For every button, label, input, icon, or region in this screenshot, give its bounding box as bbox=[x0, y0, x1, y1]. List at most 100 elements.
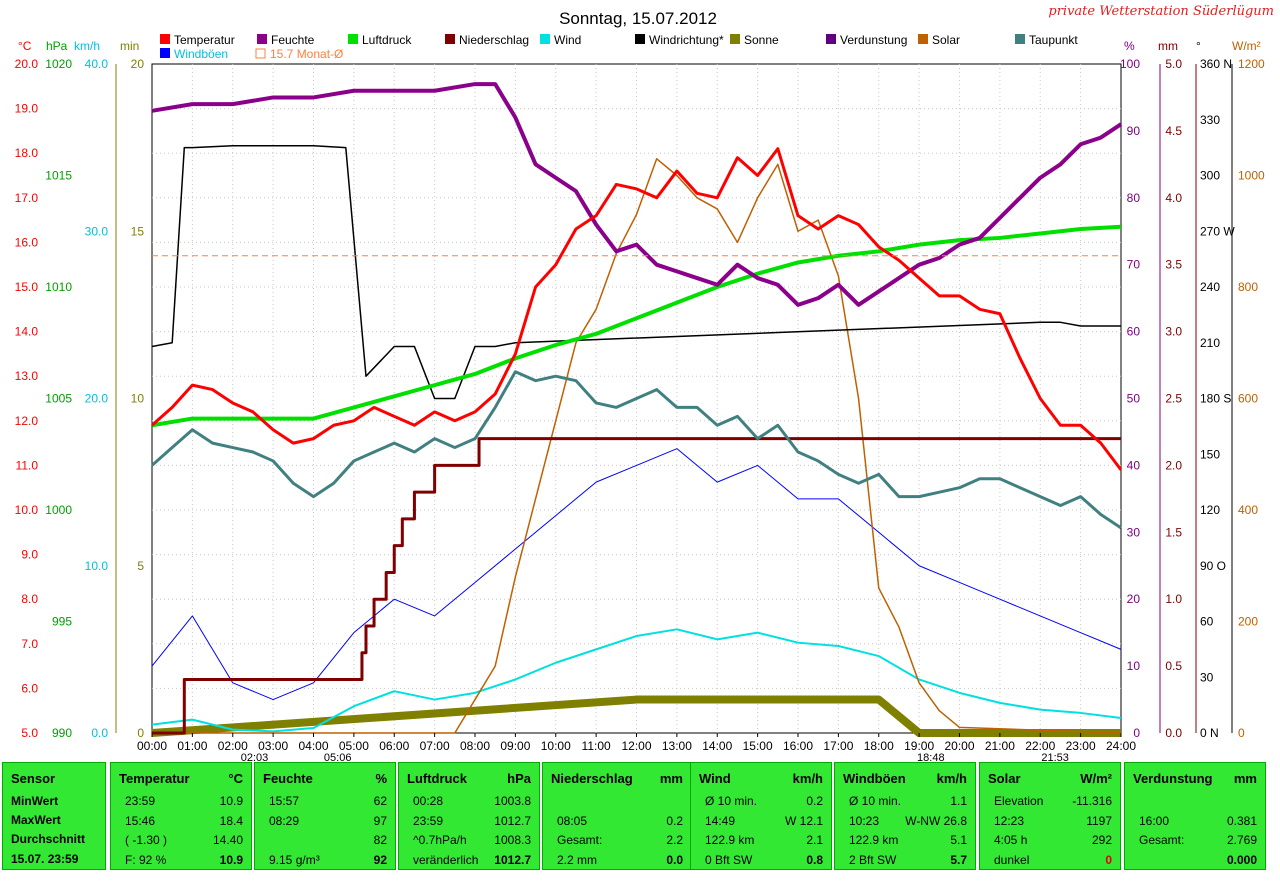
temp-row-value: 10.9 bbox=[219, 794, 243, 808]
axis-tick-hum: 80 bbox=[1127, 191, 1141, 205]
chart-title: Sonntag, 15.07.2012 bbox=[559, 9, 717, 28]
solar-row-label: 4:05 h bbox=[994, 833, 1028, 847]
wind-row-label: 122.9 km bbox=[705, 833, 755, 847]
axis-unit-dir: ° bbox=[1196, 39, 1201, 53]
axis-tick-press: 1010 bbox=[45, 280, 72, 294]
axis-tick-temp: 5.0 bbox=[21, 726, 38, 740]
temp-row-value: 10.9 bbox=[219, 852, 243, 867]
legend-label: 15.7 Monat-Ø bbox=[270, 47, 343, 61]
axis-tick-solar: 800 bbox=[1238, 280, 1258, 294]
x-tick-label: 11:00 bbox=[582, 739, 611, 753]
axis-tick-wind: 10.0 bbox=[85, 559, 109, 573]
x-tick-label: 19:00 bbox=[904, 739, 934, 753]
cell-sensor: Sensor MinWert MaxWert Durchschnitt 15.0… bbox=[2, 762, 106, 870]
axis-tick-temp: 16.0 bbox=[15, 235, 39, 249]
axis-tick-solar: 1000 bbox=[1238, 169, 1265, 183]
gust-header: Windböen bbox=[843, 771, 906, 786]
legend-swatch bbox=[255, 48, 266, 59]
press-unit: hPa bbox=[507, 771, 531, 786]
wind-row-value: 0.8 bbox=[806, 852, 823, 867]
axis-tick-temp: 18.0 bbox=[15, 146, 39, 160]
x-tick-label: 17:00 bbox=[823, 739, 853, 753]
axis-unit-temp: °C bbox=[18, 39, 32, 53]
series-temperatur bbox=[151, 147, 1123, 471]
axis-tick-temp: 11.0 bbox=[16, 458, 39, 472]
axis-tick-rain: 4.5 bbox=[1165, 124, 1182, 138]
legend-swatch bbox=[160, 48, 170, 58]
legend-label: Luftdruck bbox=[362, 33, 412, 47]
temp-row-label: 23:59 bbox=[125, 794, 156, 808]
series-niederschlag bbox=[152, 437, 1121, 735]
axis-tick-min: 10 bbox=[131, 392, 145, 406]
axis-tick-hum: 70 bbox=[1127, 258, 1141, 272]
rain-header: Niederschlag bbox=[551, 771, 633, 786]
gust-row-value: W-NW 26.8 bbox=[905, 813, 967, 828]
press-row-value: 1012.7 bbox=[494, 813, 531, 828]
axis-tick-dir: 210 bbox=[1200, 336, 1220, 350]
axis-tick-dir: 0 N bbox=[1200, 726, 1219, 740]
series-wind bbox=[151, 628, 1122, 733]
x-tick-label: 07:00 bbox=[420, 739, 450, 753]
legend-label: Temperatur bbox=[174, 33, 235, 47]
solar-unit: W/m² bbox=[1080, 771, 1112, 786]
legend-swatch bbox=[826, 34, 836, 44]
axis-tick-temp: 17.0 bbox=[15, 191, 39, 205]
axis-tick-dir: 120 bbox=[1200, 503, 1220, 517]
rain-row-value: 0.0 bbox=[666, 852, 683, 867]
sensor-row-max: MaxWert bbox=[11, 813, 61, 827]
legend-swatch bbox=[257, 34, 267, 44]
legend-label: Feuchte bbox=[271, 33, 315, 47]
legend-swatch bbox=[635, 34, 645, 44]
legend-swatch bbox=[730, 34, 740, 44]
x-tick-label: 09:00 bbox=[500, 739, 530, 753]
cell-wind: Wind km/h Ø 10 min. 0.2 14:49 W 12.1 122.9 km 2… bbox=[690, 762, 832, 870]
legend-label: Wind bbox=[554, 33, 581, 47]
sensor-row-avg: Durchschnitt bbox=[11, 832, 86, 846]
axis-tick-hum: 40 bbox=[1127, 458, 1141, 472]
axis-tick-rain: 3.5 bbox=[1165, 258, 1182, 272]
gust-row-value: 1.1 bbox=[950, 794, 967, 808]
legend-label: Solar bbox=[932, 33, 960, 47]
cell-temp: Temperatur °C 23:59 10.9 15:46 18.4 ( -1.30 ) 1… bbox=[110, 762, 252, 870]
legend-swatch bbox=[160, 34, 170, 44]
evap-header: Verdunstung bbox=[1133, 771, 1213, 786]
x-axis: 00:00 01:00 02:00 03:00 04:00 05:00 06:00 07:00… bbox=[137, 733, 1136, 762]
sensor-row-min: MinWert bbox=[11, 794, 59, 808]
temp-row-label: 15:46 bbox=[125, 813, 156, 828]
solar-row-label: Elevation bbox=[994, 794, 1044, 808]
solar-row-value: 1197 bbox=[1086, 813, 1112, 828]
legend-swatch bbox=[445, 34, 455, 44]
axis-tick-dir: 30 bbox=[1200, 670, 1214, 684]
sensor-row-now: 15.07. 23:59 bbox=[11, 852, 79, 866]
axis-unit-rain: mm bbox=[1158, 39, 1178, 53]
event-label: 02:03 bbox=[241, 752, 269, 762]
temp-row-label: F: 92 % bbox=[125, 852, 167, 867]
press-row-label: 00:28 bbox=[413, 794, 444, 808]
axis-tick-dir: 150 bbox=[1200, 447, 1220, 461]
x-tick-label: 21:00 bbox=[985, 739, 1015, 753]
press-row-value: 1012.7 bbox=[494, 852, 531, 867]
legend-label: Sonne bbox=[744, 33, 779, 47]
series-solar bbox=[152, 158, 1122, 734]
axis-tick-rain: 2.0 bbox=[1165, 458, 1182, 472]
legend-label: Windböen bbox=[174, 47, 228, 61]
x-tick-label: 23:00 bbox=[1066, 739, 1096, 753]
wind-row-label: 14:49 bbox=[705, 813, 736, 828]
wind-row-value: W 12.1 bbox=[784, 813, 823, 828]
axis-tick-temp: 15.0 bbox=[15, 280, 39, 294]
axis-tick-hum: 60 bbox=[1127, 325, 1141, 339]
legend-swatch bbox=[1015, 34, 1025, 44]
legend-label: Verdunstung bbox=[840, 33, 907, 47]
wind-row-label: Ø 10 min. bbox=[705, 794, 758, 808]
axis-tick-hum: 100 bbox=[1120, 57, 1140, 71]
cell-solar: Solar W/m² Elevation -11.316 12:23 1197 4:05 h… bbox=[979, 762, 1121, 870]
axis-tick-min: 15 bbox=[131, 224, 145, 238]
axis-tick-wind: 20.0 bbox=[85, 392, 109, 406]
x-tick-label: 03:00 bbox=[258, 739, 288, 753]
x-tick-label: 02:00 bbox=[218, 739, 248, 753]
axis-tick-press: 1020 bbox=[45, 57, 72, 71]
evap-row-label: Gesamt: bbox=[1139, 833, 1185, 847]
x-tick-label: 24:00 bbox=[1106, 739, 1136, 753]
hum-unit: % bbox=[375, 771, 387, 786]
axis-tick-hum: 20 bbox=[1127, 592, 1141, 606]
